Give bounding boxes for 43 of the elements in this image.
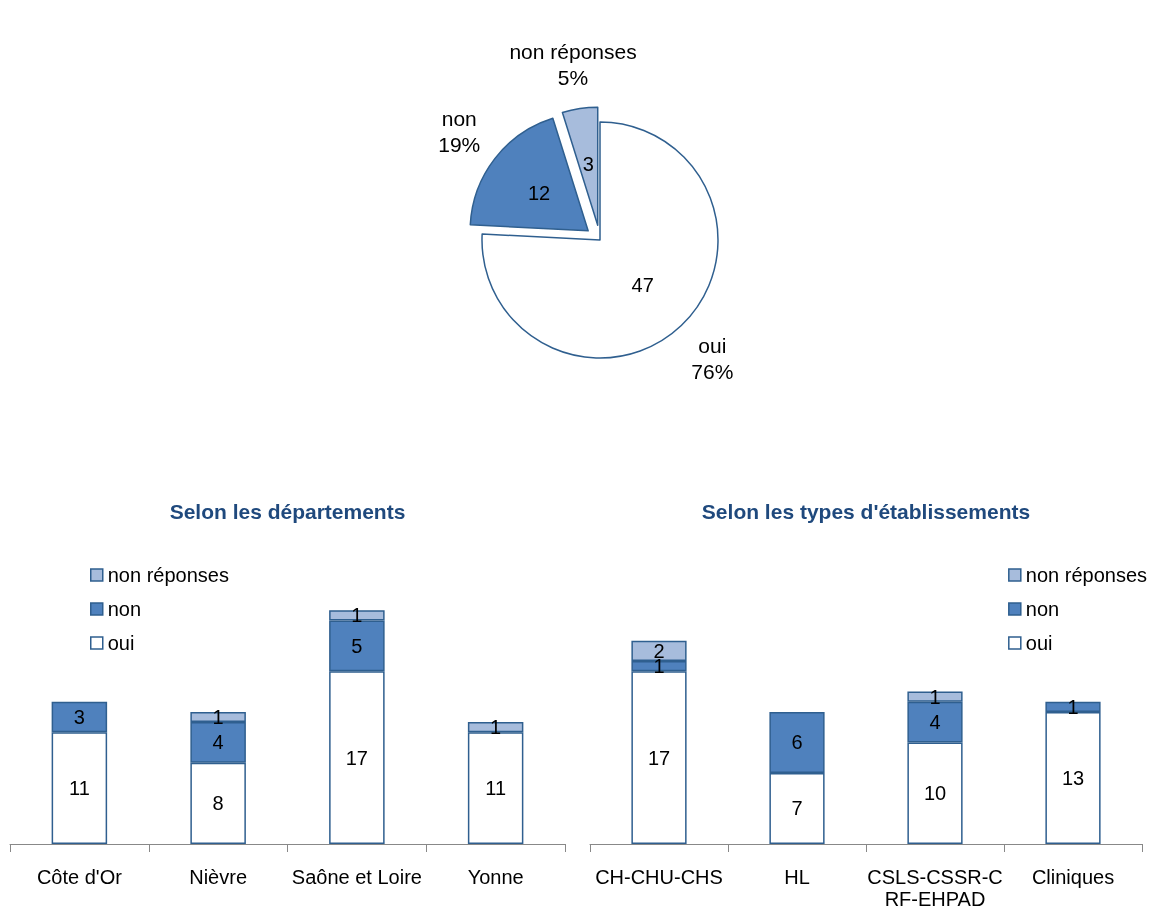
x-tick-label: CSLS-CSSR-CRF-EHPAD	[867, 866, 1003, 910]
data-label: 10	[923, 782, 947, 805]
x-tick-label: HL	[784, 866, 810, 888]
x-tick-label: Nièvre	[189, 866, 248, 888]
slice-label: non réponses	[509, 39, 637, 63]
slice-label: oui	[698, 333, 727, 357]
data-label: 1	[490, 716, 502, 739]
data-label: 17	[345, 746, 368, 769]
data-label: 1	[929, 685, 941, 708]
data-label: 11	[485, 777, 507, 800]
data-label: 13	[1061, 766, 1085, 789]
data-label: 7	[791, 797, 803, 820]
data-label: 1	[212, 706, 224, 728]
x-tick-label: Cliniques	[1031, 866, 1115, 888]
text: 76%	[691, 359, 734, 383]
data-label: 3	[73, 706, 85, 728]
legend-label: non réponses	[1025, 564, 1147, 586]
data-label: 4	[929, 711, 941, 734]
data-label: 3	[582, 152, 594, 175]
data-label: 47	[631, 273, 654, 296]
legend-label: non	[107, 598, 142, 620]
legend-label: oui	[1025, 632, 1053, 654]
data-label: 4	[212, 731, 224, 754]
data-label: 8	[212, 792, 224, 815]
text: 5%	[557, 65, 589, 89]
data-label: 12	[527, 181, 551, 204]
data-label: 6	[791, 731, 803, 754]
legend-label: non	[1025, 598, 1060, 620]
legend-label: oui	[107, 632, 135, 654]
data-label: 5	[351, 634, 363, 657]
data-label: 17	[647, 746, 671, 769]
x-tick-label: Saône et Loire	[291, 866, 422, 888]
data-label: 1	[351, 604, 363, 627]
x-tick-label: Côte d'Or	[36, 866, 123, 888]
x-tick-label: Yonne	[467, 866, 524, 888]
chart-title: Selon les types d'établissements	[701, 500, 1031, 523]
slice-label: non	[441, 106, 477, 130]
chart-title: Selon les départements	[169, 500, 406, 523]
x-tick-label: CH-CHU-CHS	[595, 866, 723, 888]
legend-label: non réponses	[107, 564, 229, 586]
text: 19%	[438, 132, 481, 156]
data-label: 1	[1067, 695, 1079, 718]
data-label: 11	[68, 777, 90, 800]
